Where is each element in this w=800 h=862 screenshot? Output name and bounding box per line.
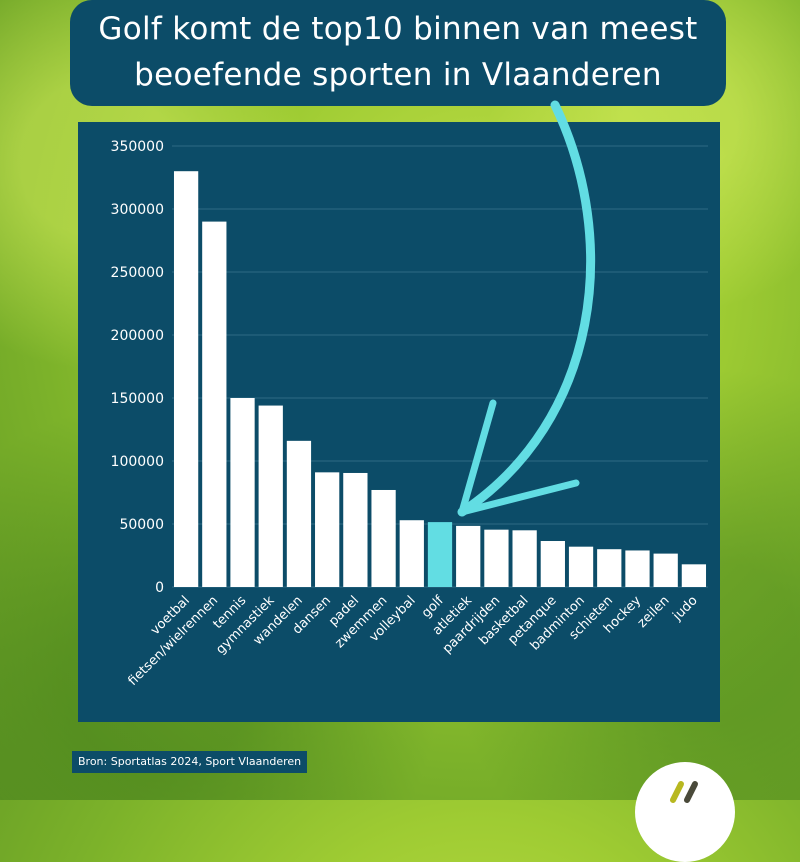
bar-petanque [540,541,565,587]
y-tick-label: 50000 [119,517,164,533]
bar-paardrijden [484,529,509,587]
bar-zwemmen [371,489,396,587]
y-tick-label: 100000 [111,454,164,470]
logo [635,762,735,862]
y-tick-label: 250000 [111,265,164,281]
bar-badminton [568,546,594,587]
bar-atletiek [456,525,481,587]
bar-tennis [230,398,255,587]
bar-judo [681,564,707,587]
bar-voetbal [173,171,199,587]
bar-golf [427,522,453,587]
bar-padel [343,472,368,587]
bar-basketbal [512,530,537,587]
bar-chart: 0 50000 100000 150000 200000 250000 300000 3500… [111,139,708,689]
source-label: Bron: Sportatlas 2024, Sport Vlaanderen [72,751,308,773]
bar-gymnastiek [258,405,283,587]
bar-wandelen [286,440,312,587]
y-tick-label: 200000 [111,328,164,344]
x-tick-label: zeilen [635,593,673,631]
bar-hockey [625,550,650,587]
bar-schieten [597,549,622,587]
logo-mark-icon [670,781,698,803]
bar-zeilen [653,553,678,587]
title-line-2: beoefende sporten in Vlaanderen [134,57,662,93]
bar-dansen [315,472,340,587]
y-tick-label: 350000 [111,139,164,155]
x-tick-label: judo [670,593,701,624]
bar-volleybal [399,520,424,587]
title-line-1: Golf komt de top10 binnen van meest [98,11,698,47]
title-banner: Golf komt de top10 binnen van meest beoe… [70,0,726,106]
bar-fietsen-wielrennen [202,221,227,587]
y-tick-label: 150000 [111,391,164,407]
y-tick-label: 0 [155,580,164,596]
y-tick-label: 300000 [111,202,164,218]
